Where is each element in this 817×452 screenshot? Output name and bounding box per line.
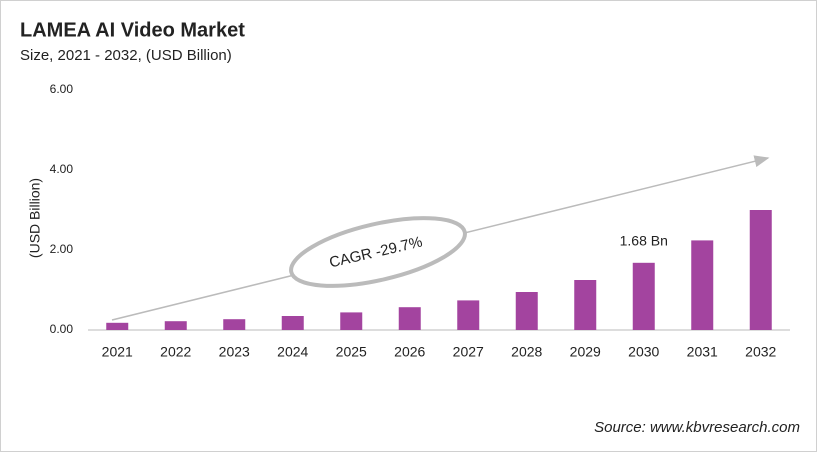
x-tick-label: 2026 [394,344,425,360]
bar [457,300,480,330]
y-tick-label: 2.00 [50,242,74,256]
x-tick-label: 2021 [102,344,133,360]
x-tick-label: 2031 [687,344,718,360]
x-tick-label: 2024 [277,344,308,360]
x-tick-label: 2025 [336,344,367,360]
bar [223,319,246,330]
chart-subtitle: Size, 2021 - 2032, (USD Billion) [20,47,232,64]
bar [691,240,714,330]
cagr-ellipse [289,216,467,288]
x-tick-label: 2027 [453,344,484,360]
bar [340,312,363,330]
bar [398,307,421,330]
y-tick-label: 4.00 [50,162,74,176]
y-tick-label: 0.00 [50,322,74,336]
bar [632,262,655,330]
bar [749,210,772,330]
bar [281,316,304,330]
data-label: 1.68 Bn [620,233,668,249]
x-tick-label: 2028 [511,344,542,360]
x-tick-label: 2029 [570,344,601,360]
source: Source: www.kbvresearch.com [594,419,800,436]
x-tick-label: 2023 [219,344,250,360]
bar [515,292,538,330]
y-axis-label: (USD Billion) [27,178,43,258]
x-tick-label: 2030 [628,344,659,360]
x-tick-label: 2022 [160,344,191,360]
bar [574,280,597,330]
x-tick-label: 2032 [745,344,776,360]
bar [164,321,187,330]
bar [106,322,129,330]
y-tick-label: 6.00 [50,82,74,96]
chart-title: LAMEA AI Video Market [20,19,245,41]
